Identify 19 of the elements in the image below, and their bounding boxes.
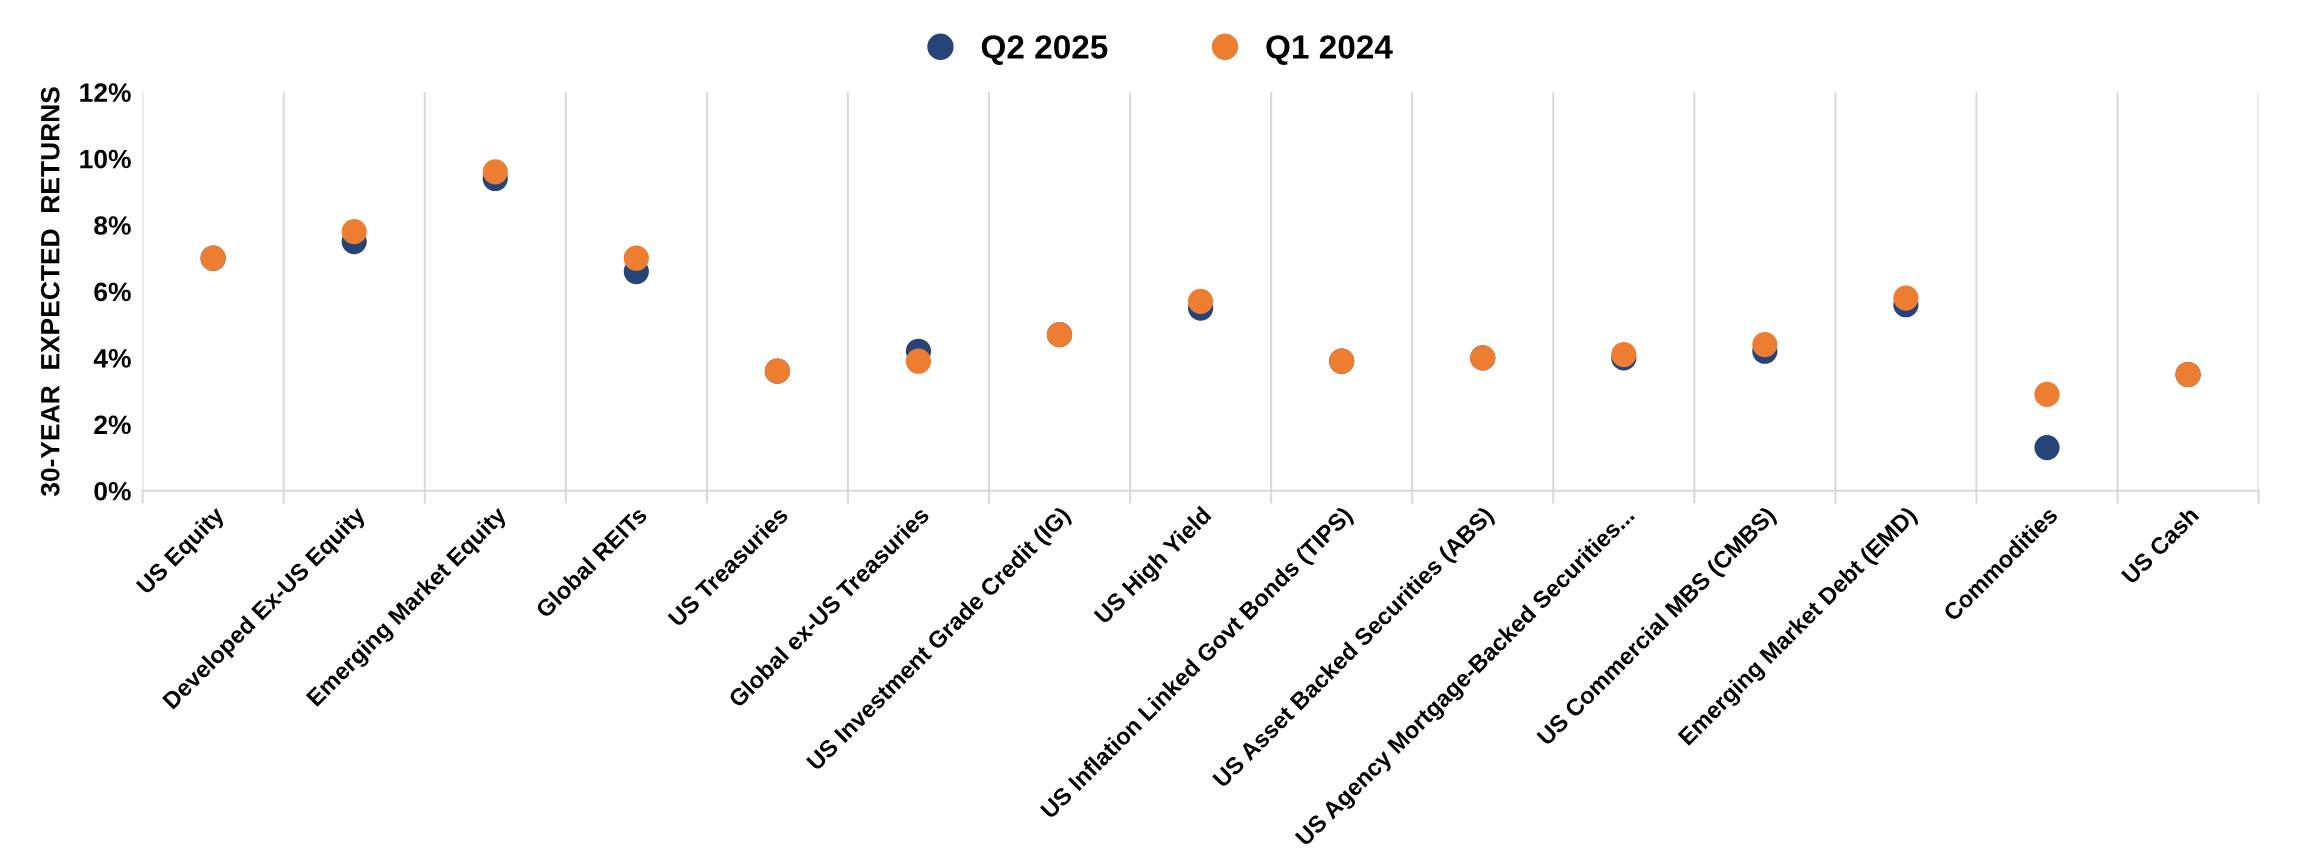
point: [341, 219, 367, 245]
y-tick-label: 6%: [94, 282, 131, 302]
point: [2034, 381, 2060, 408]
y-tick-label: 2%: [94, 415, 131, 435]
point: [482, 159, 508, 185]
y-axis-title: 30-YEAR EXPECTED RETURNS: [40, 87, 60, 497]
legend-label: Q2 2025: [981, 35, 1108, 66]
point: [1893, 285, 1919, 311]
point: [1752, 331, 1778, 358]
point: [1187, 288, 1214, 315]
point: [905, 348, 932, 374]
y-tick-label: 0%: [94, 481, 131, 501]
y-tick-label: 4%: [93, 349, 131, 368]
legend-label: Q1 2024: [1266, 35, 1393, 66]
y-tick-label: 12%: [80, 83, 131, 102]
y-tick-label: 10%: [80, 149, 131, 169]
point: [2034, 434, 2060, 461]
point: [623, 245, 649, 271]
y-tick-label: 8%: [94, 216, 131, 235]
